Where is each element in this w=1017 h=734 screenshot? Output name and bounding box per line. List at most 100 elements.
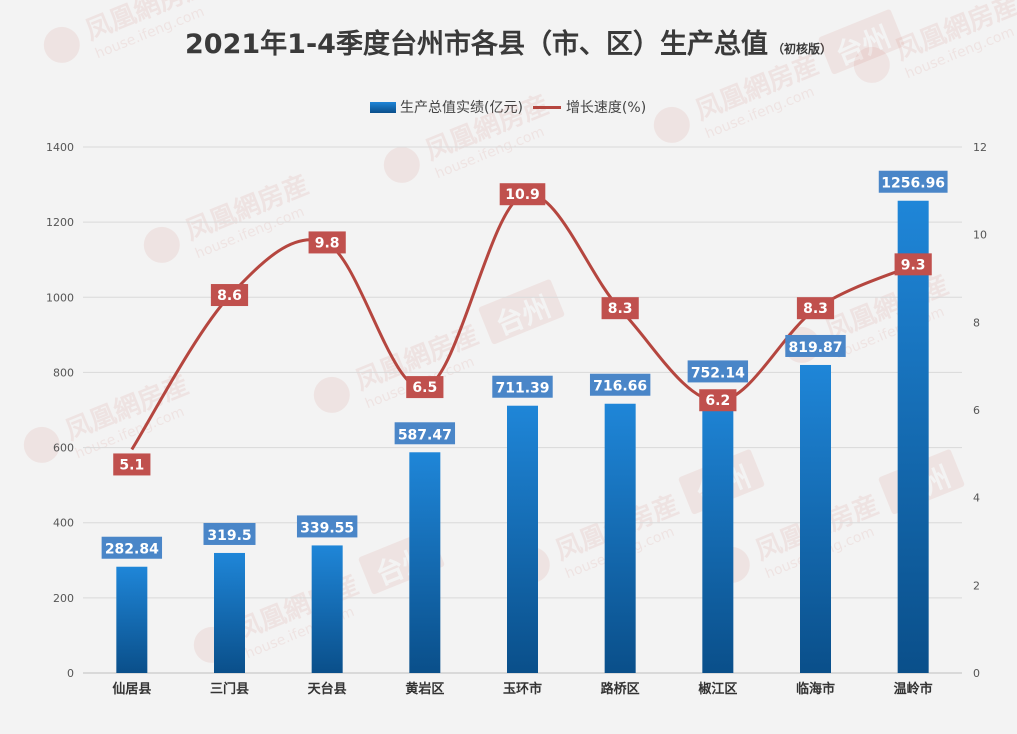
line-value-label: 9.8 bbox=[308, 231, 346, 254]
bar-value-label-text: 819.87 bbox=[788, 340, 842, 356]
line-value-label: 10.9 bbox=[499, 183, 546, 206]
bar-value-label-bg bbox=[203, 522, 256, 545]
line-value-label: 5.1 bbox=[113, 453, 151, 476]
y-right-tick-label: 6 bbox=[973, 404, 980, 417]
bar-value-label: 319.5 bbox=[203, 522, 256, 545]
line-value-label-text: 5.1 bbox=[119, 457, 144, 473]
growth-line bbox=[130, 192, 914, 451]
x-tick-label: 三门县 bbox=[210, 681, 249, 697]
watermark-badge bbox=[818, 9, 905, 75]
x-tick-label: 黄岩区 bbox=[405, 681, 444, 697]
y-left-tick-label: 0 bbox=[67, 667, 74, 680]
labels-layer: 282.84 319.5 339.55 587.47 711.39 716.66 752.1… bbox=[101, 170, 948, 559]
watermark-logo-icon bbox=[23, 426, 60, 463]
x-tick-label: 天台县 bbox=[308, 681, 347, 697]
chart-title-text: 2021年1-4季度台州市各县（市、区）生产总值 bbox=[185, 29, 768, 60]
line-value-label-bg bbox=[113, 453, 151, 476]
y-left-tick-label: 600 bbox=[53, 442, 74, 455]
line-value-label-text: 10.9 bbox=[505, 187, 540, 203]
y-left-tick-label: 200 bbox=[53, 592, 74, 605]
x-tick-label: 玉环市 bbox=[503, 681, 542, 697]
bar-value-label: 711.39 bbox=[492, 375, 553, 398]
bar-value-label-bg bbox=[687, 360, 749, 383]
line-value-label-text: 8.3 bbox=[608, 301, 633, 317]
y-right-tick-label: 4 bbox=[973, 492, 980, 505]
bar-value-label-text: 319.5 bbox=[207, 528, 251, 544]
line-value-label-bg bbox=[796, 297, 835, 320]
y-right-tick-label: 0 bbox=[973, 667, 980, 680]
y-left-tick-label: 1000 bbox=[46, 291, 74, 304]
legend-line-label: 增长速度(%) bbox=[565, 100, 647, 116]
y-right-tick-label: 10 bbox=[973, 229, 987, 242]
line-value-label-bg bbox=[699, 389, 737, 412]
watermark-logo-icon bbox=[313, 376, 350, 413]
watermark-logo-icon bbox=[43, 26, 80, 63]
watermark-logo-icon bbox=[653, 106, 690, 143]
bar-value-label-text: 282.84 bbox=[105, 542, 159, 558]
y-left-tick-label: 800 bbox=[53, 366, 74, 379]
bar-value-label-bg bbox=[394, 422, 456, 445]
bar bbox=[897, 200, 929, 673]
legend-bar-swatch bbox=[370, 101, 396, 113]
x-tick-label: 仙居县 bbox=[112, 681, 151, 697]
y-left-tick-label: 1400 bbox=[46, 141, 74, 154]
bar bbox=[409, 452, 441, 673]
bar-value-label: 282.84 bbox=[101, 536, 163, 559]
y-left-tick-label: 400 bbox=[53, 517, 74, 530]
line-value-label-text: 6.5 bbox=[412, 380, 437, 396]
line-value-label-text: 9.8 bbox=[315, 235, 340, 251]
line-value-label-bg bbox=[499, 183, 546, 206]
legend-line-swatch bbox=[532, 105, 561, 109]
legend: 生产总值实绩(亿元) 增长速度(%) bbox=[370, 96, 646, 118]
chart-title: 2021年1-4季度台州市各县（市、区）生产总值 （初核版） bbox=[0, 22, 1017, 61]
bar-value-label-text: 716.66 bbox=[593, 379, 647, 395]
y-left-tick-label: 1200 bbox=[46, 216, 74, 229]
bar bbox=[116, 566, 148, 673]
y-right-tick-label: 8 bbox=[973, 316, 980, 329]
watermark-logo-icon bbox=[143, 226, 180, 263]
bar-value-label: 752.14 bbox=[687, 360, 749, 383]
bars-layer bbox=[116, 200, 929, 673]
bar-value-label: 716.66 bbox=[589, 373, 651, 396]
bar-value-label-text: 339.55 bbox=[300, 520, 354, 536]
line-value-label: 6.5 bbox=[406, 376, 444, 399]
bar-value-label-bg bbox=[878, 170, 948, 193]
line-value-label-text: 8.6 bbox=[217, 288, 242, 304]
line-layer bbox=[130, 192, 914, 451]
x-tick-label: 温岭市 bbox=[894, 681, 933, 697]
line-value-label: 8.3 bbox=[601, 297, 639, 320]
bar bbox=[214, 552, 245, 673]
watermark-logo-icon bbox=[853, 46, 890, 83]
line-value-label: 8.6 bbox=[210, 284, 249, 307]
bar-value-label-text: 711.39 bbox=[495, 381, 549, 397]
bar-value-label-text: 587.47 bbox=[398, 427, 452, 443]
bar bbox=[311, 545, 343, 673]
line-value-label-bg bbox=[406, 376, 444, 399]
bar bbox=[800, 364, 831, 673]
bar-value-label: 339.55 bbox=[296, 515, 358, 538]
y-right-tick-label: 12 bbox=[973, 141, 987, 154]
x-tick-label: 路桥区 bbox=[601, 681, 640, 697]
y-right-tick-label: 2 bbox=[973, 579, 980, 592]
bar-value-label-bg bbox=[101, 536, 163, 559]
bar-value-label-bg bbox=[296, 515, 358, 538]
x-tick-label: 临海市 bbox=[796, 681, 835, 697]
line-value-label-bg bbox=[308, 231, 346, 254]
line-value-label: 8.3 bbox=[796, 297, 835, 320]
line-value-label-text: 6.2 bbox=[705, 393, 730, 409]
line-value-label-bg bbox=[210, 284, 249, 307]
bar-value-label: 819.87 bbox=[785, 334, 846, 357]
legend-bar-label: 生产总值实绩(亿元) bbox=[400, 100, 523, 116]
line-value-label-bg bbox=[601, 297, 639, 320]
line-value-label: 9.3 bbox=[894, 253, 932, 276]
line-value-label-bg bbox=[894, 253, 932, 276]
bar-value-label: 587.47 bbox=[394, 422, 456, 445]
bar-value-label-text: 752.14 bbox=[691, 365, 745, 381]
